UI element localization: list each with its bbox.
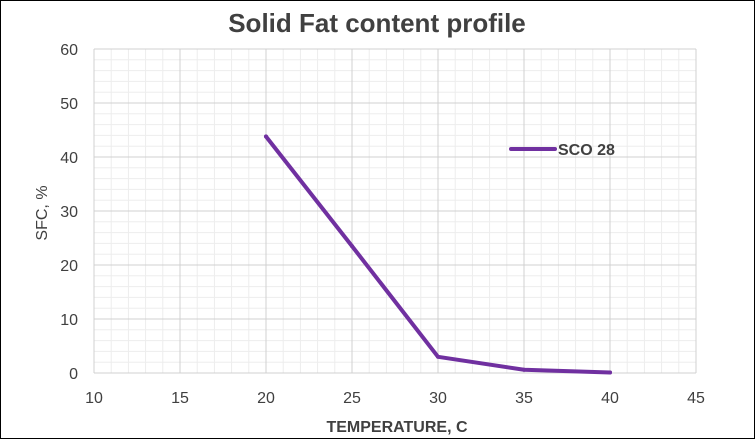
data-point: [350, 244, 354, 249]
data-point: [522, 367, 526, 372]
x-tick-labels: 10 15 20 25 30 35 40 45: [85, 390, 705, 407]
y-tick-label: 20: [60, 258, 78, 275]
y-tick-label: 30: [60, 204, 78, 221]
x-tick-label: 20: [257, 390, 275, 407]
y-tick-label: 60: [60, 42, 78, 59]
series-layer: [264, 134, 612, 375]
y-tick-label: 0: [69, 366, 78, 383]
x-axis-title: TEMPERATURE, C: [326, 419, 467, 436]
data-point: [436, 354, 440, 359]
legend-label-sco-28: SCO 28: [558, 142, 615, 159]
y-tick-label: 40: [60, 150, 78, 167]
x-tick-label: 40: [601, 390, 619, 407]
major-gridlines: [93, 48, 697, 374]
x-tick-label: 25: [343, 390, 361, 407]
y-tick-label: 10: [60, 312, 78, 329]
x-tick-label: 30: [429, 390, 447, 407]
x-tick-label: 45: [687, 390, 705, 407]
legend: SCO 28: [509, 142, 615, 159]
x-tick-label: 10: [85, 390, 103, 407]
y-tick-labels: 0 10 20 30 40 50 60: [60, 42, 78, 383]
x-tick-label: 35: [515, 390, 533, 407]
x-tick-label: 15: [171, 390, 189, 407]
chart-title: Solid Fat content profile: [228, 8, 526, 38]
y-axis-title: SFC, %: [34, 185, 51, 240]
data-point: [264, 134, 268, 139]
y-tick-label: 50: [60, 96, 78, 113]
data-point: [608, 370, 612, 375]
